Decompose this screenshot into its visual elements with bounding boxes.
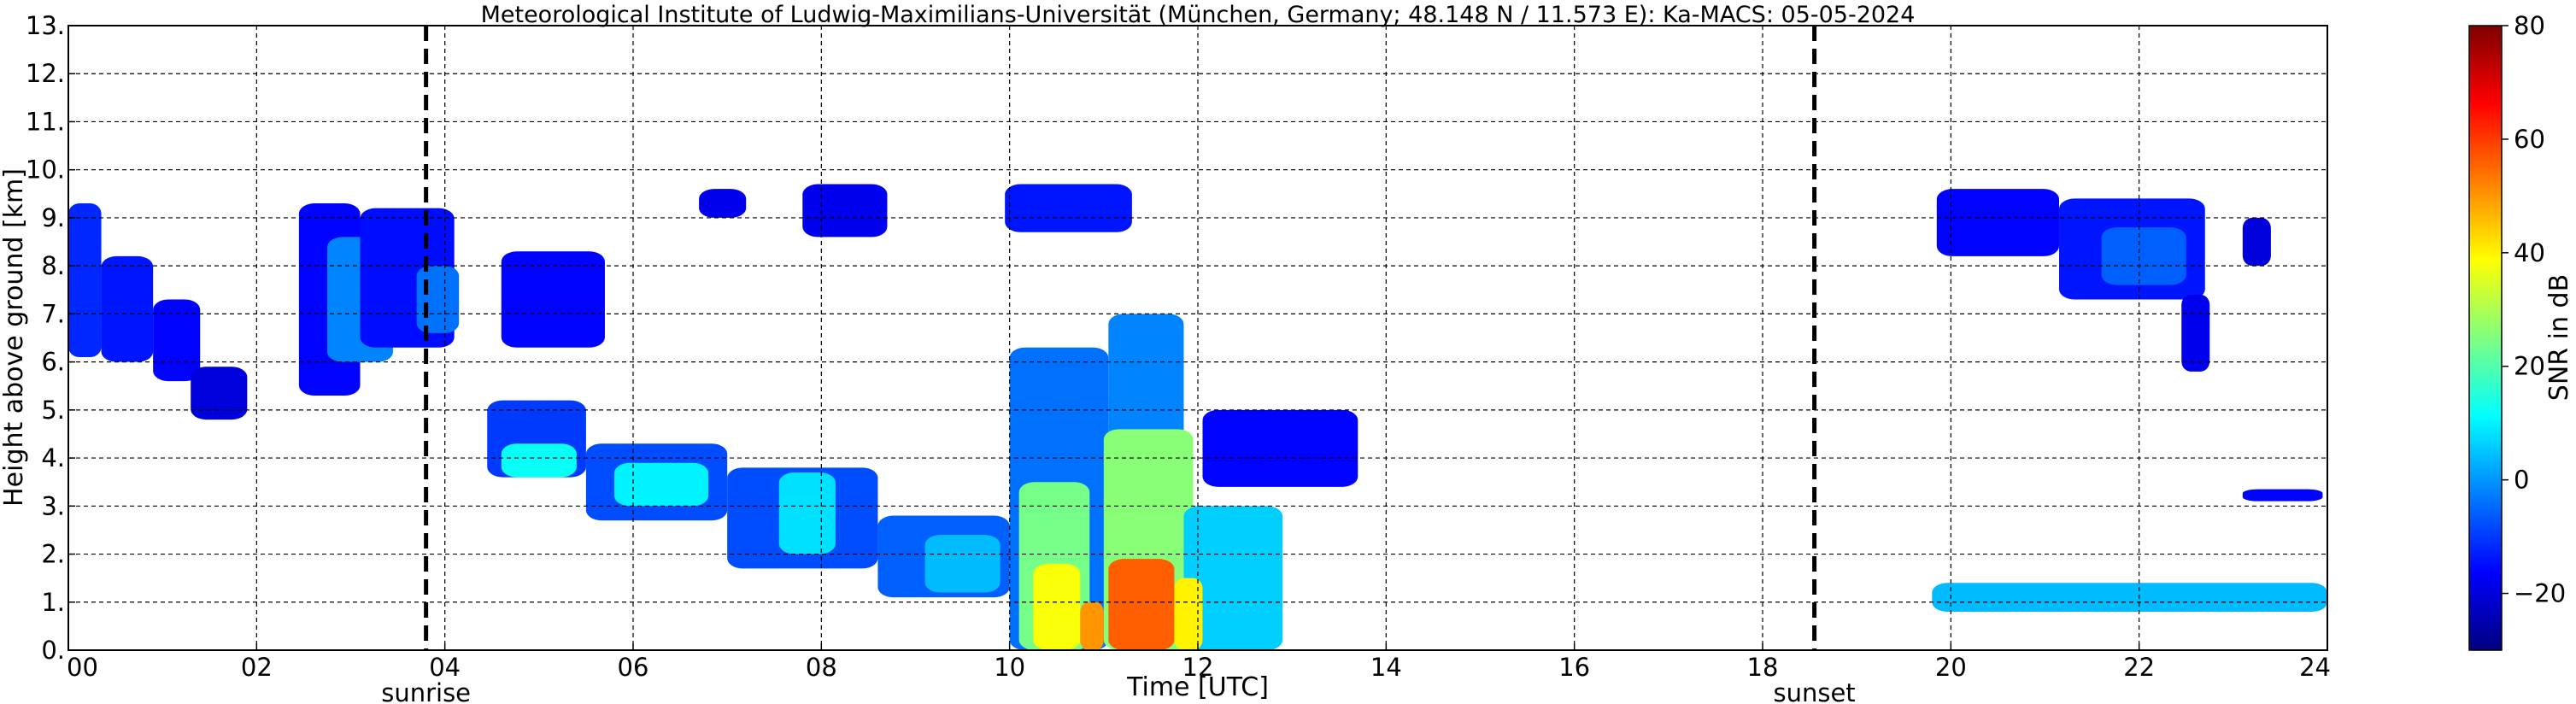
colorbar-ticks: 80 60 40 20 0 −20 xyxy=(2502,11,2566,608)
sunrise-label: sunrise xyxy=(381,678,471,704)
echo-region-10 xyxy=(501,443,577,478)
echo-region-1 xyxy=(101,255,154,362)
echo-region-26 xyxy=(1080,601,1104,650)
echo-region-7 xyxy=(416,266,460,333)
echo-region-8 xyxy=(501,251,605,348)
x-tick-label-5: 10 xyxy=(994,653,1025,682)
x-tick-label-12: 24 xyxy=(2299,653,2331,682)
chart-title: Meteorological Institute of Ludwig-Maxim… xyxy=(481,2,1916,28)
x-tick-label-7: 14 xyxy=(1370,653,1402,682)
colorbar-bar xyxy=(2468,25,2503,651)
colorbar-tick-label-4: 0 xyxy=(2514,466,2529,495)
x-axis-label: Time [UTC] xyxy=(1126,672,1269,702)
event-layer: sunrise sunset xyxy=(381,26,1856,704)
echo-region-25 xyxy=(1033,563,1081,650)
colorbar-label: SNR in dB xyxy=(2544,274,2574,401)
y-tick-label-7: 7. xyxy=(41,299,65,328)
x-tick-label-1: 02 xyxy=(241,653,273,682)
sunset-label: sunset xyxy=(1773,678,1855,704)
echo-region-34 xyxy=(2242,217,2271,267)
x-tick-label-4: 08 xyxy=(806,653,837,682)
colorbar: 80 60 40 20 0 −20 SNR in dB xyxy=(2468,11,2574,651)
x-tick-label-2: 04 xyxy=(429,653,461,682)
y-tick-label-4: 4. xyxy=(41,443,65,472)
colorbar-tick-label-5: −20 xyxy=(2514,579,2566,608)
echo-region-0 xyxy=(68,203,102,357)
x-tick-label-3: 06 xyxy=(618,653,649,682)
x-tick-label-11: 22 xyxy=(2123,653,2155,682)
colorbar-tick-label-3: 20 xyxy=(2514,352,2545,381)
y-tick-label-6: 6. xyxy=(41,348,65,377)
y-tick-label-12: 12. xyxy=(26,59,65,88)
y-tick-label-11: 11. xyxy=(26,107,65,136)
y-tick-label-5: 5. xyxy=(41,396,65,425)
x-tick-label-6: 12 xyxy=(1182,653,1214,682)
echo-region-18 xyxy=(802,184,888,238)
echo-region-27 xyxy=(1108,559,1175,650)
x-tick-label-0: 00 xyxy=(67,653,98,682)
echo-region-17 xyxy=(699,189,747,218)
y-tick-label-3: 3. xyxy=(41,491,65,520)
tick-layer: 00 02 04 06 08 10 12 14 16 18 20 22 24 0. 1. 2. 3. 4. 5. 6.… xyxy=(26,11,2331,682)
x-tick-label-10: 20 xyxy=(1935,653,1967,682)
echo-region-28 xyxy=(1174,578,1203,650)
y-tick-label-8: 8. xyxy=(41,251,65,280)
echo-region-33 xyxy=(2181,294,2210,372)
x-tick-label-9: 18 xyxy=(1747,653,1779,682)
x-tick-label-8: 16 xyxy=(1558,653,1590,682)
colorbar-tick-label-1: 60 xyxy=(2514,125,2545,154)
echo-region-30 xyxy=(1936,189,2060,256)
echo-region-12 xyxy=(613,462,709,507)
colorbar-tick-label-0: 80 xyxy=(2514,11,2545,40)
echo-region-2 xyxy=(153,299,201,382)
echo-layer xyxy=(68,184,2327,650)
y-tick-label-13: 13. xyxy=(26,11,65,40)
colorbar-tick-label-2: 40 xyxy=(2514,238,2545,267)
y-tick-label-2: 2. xyxy=(41,540,65,569)
echo-region-29 xyxy=(1202,409,1358,487)
echo-region-36 xyxy=(1932,583,2327,613)
echo-region-24 xyxy=(1183,506,1283,650)
echo-region-19 xyxy=(1005,184,1132,232)
y-tick-label-0: 0. xyxy=(41,636,65,665)
echo-region-14 xyxy=(778,472,836,554)
grid-layer xyxy=(68,26,2327,650)
echo-region-16 xyxy=(924,535,1000,593)
y-axis-label: Height above ground [km] xyxy=(0,168,29,507)
y-tick-label-10: 10. xyxy=(26,155,65,185)
y-tick-label-9: 9. xyxy=(41,203,65,232)
echo-region-35 xyxy=(2242,489,2323,502)
echo-region-32 xyxy=(2101,227,2186,285)
y-tick-label-1: 1. xyxy=(41,588,65,617)
echo-region-3 xyxy=(191,367,248,420)
